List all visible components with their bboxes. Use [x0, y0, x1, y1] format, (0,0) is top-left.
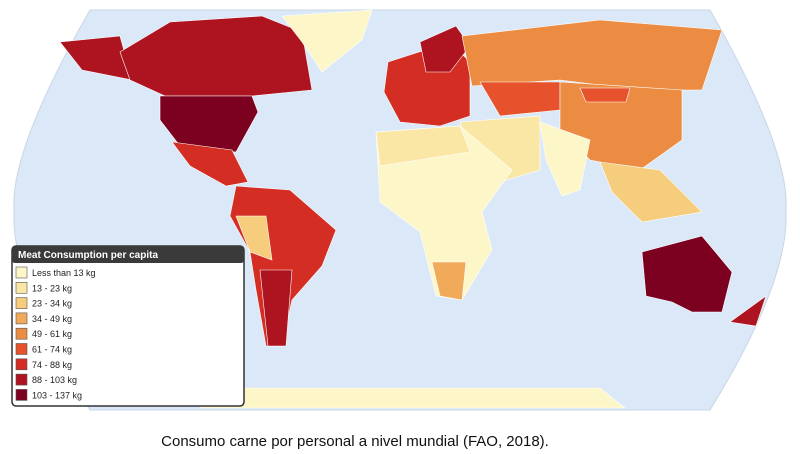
- south-africa: [431, 261, 467, 301]
- legend-label: 23 - 34 kg: [32, 299, 72, 309]
- usa: [159, 95, 259, 153]
- legend-swatch: [15, 327, 28, 340]
- legend-swatch: [15, 312, 28, 325]
- legend-swatch: [15, 297, 28, 309]
- canada: [119, 15, 313, 97]
- africa: [375, 125, 513, 301]
- legend-header: [12, 246, 244, 263]
- antarctica: [199, 387, 626, 409]
- india: [539, 121, 591, 197]
- legend-swatch: [15, 281, 28, 294]
- legend-label: 13 - 23 kg: [32, 283, 72, 293]
- legend: Meat Consumption per capita Less than 13…: [11, 245, 245, 407]
- mexico: [171, 141, 249, 187]
- legend-swatch: [15, 358, 28, 371]
- andes: [235, 215, 273, 261]
- north-africa: [375, 125, 471, 167]
- legend-label: Less than 13 kg: [32, 268, 96, 278]
- southeast-asia: [599, 161, 703, 223]
- greenland: [281, 9, 373, 73]
- legend-swatch: [15, 266, 28, 279]
- argentina: [259, 269, 293, 347]
- legend-label: 103 - 137 kg: [32, 390, 82, 400]
- scandinavia: [419, 25, 471, 73]
- legend-title: Meat Consumption per capita: [18, 250, 158, 261]
- mongolia: [579, 87, 631, 103]
- australia: [641, 235, 733, 313]
- legend-swatch: [15, 373, 28, 386]
- legend-label: 61 - 74 kg: [32, 345, 72, 355]
- new-zealand: [729, 295, 767, 327]
- legend-swatch: [15, 389, 28, 401]
- legend-label: 49 - 61 kg: [32, 329, 72, 339]
- legend-label: 88 - 103 kg: [32, 375, 77, 385]
- legend-label: 34 - 49 kg: [32, 314, 72, 324]
- legend-swatch: [15, 343, 28, 355]
- caption: Consumo carne por personal a nivel mundi…: [161, 433, 549, 450]
- legend-label: 74 - 88 kg: [32, 360, 72, 370]
